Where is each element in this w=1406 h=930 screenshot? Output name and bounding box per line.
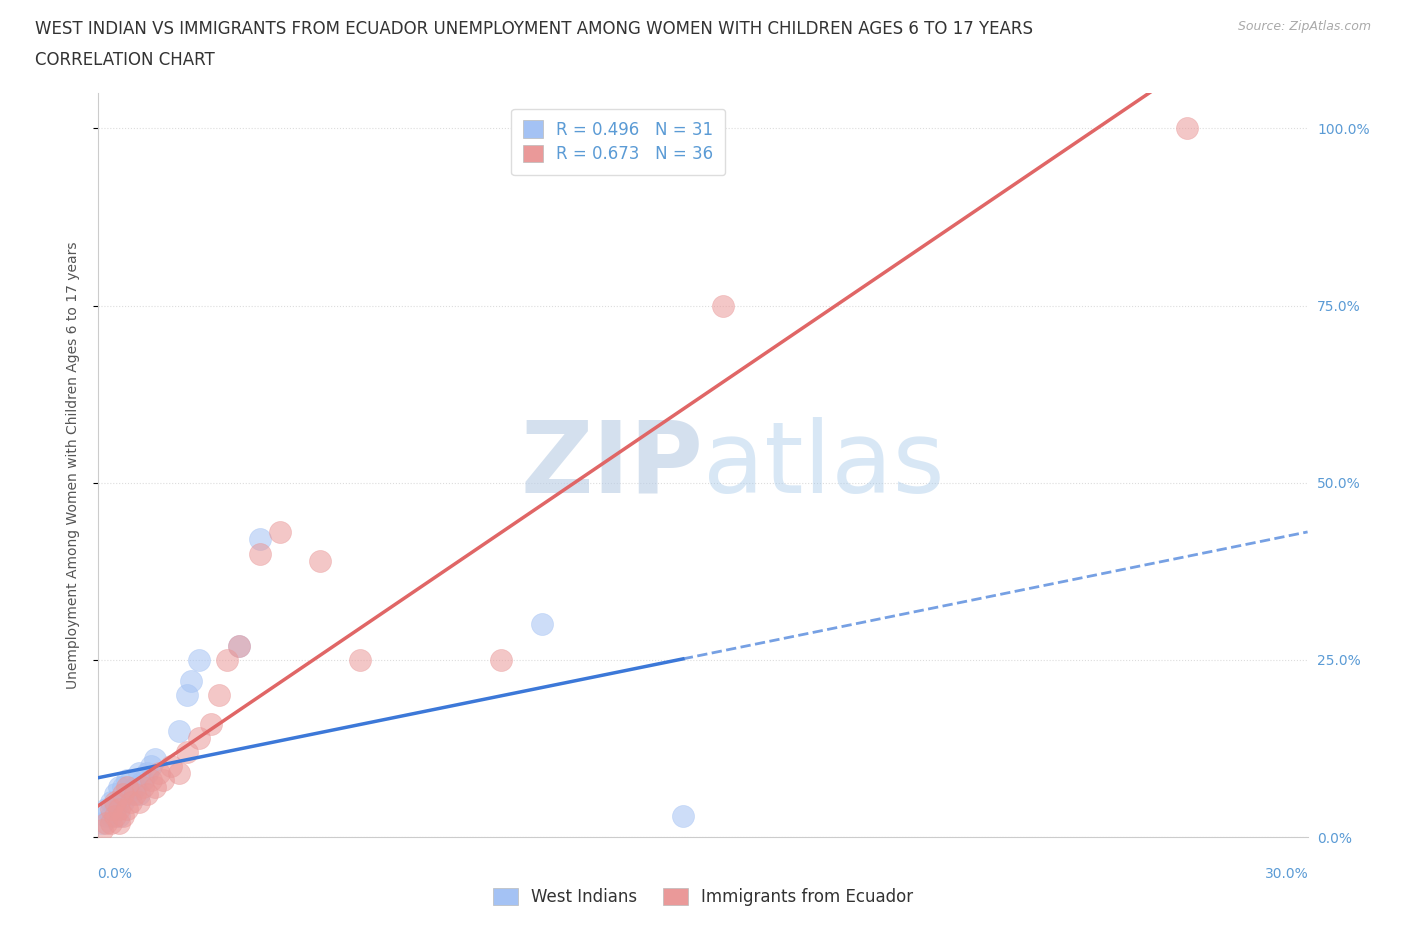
- Point: [249, 546, 271, 561]
- Point: [115, 773, 138, 788]
- Point: [128, 765, 150, 780]
- Point: [148, 765, 170, 780]
- Point: [91, 822, 114, 837]
- Point: [128, 794, 150, 809]
- Point: [160, 759, 183, 774]
- Point: [96, 808, 118, 823]
- Point: [103, 787, 125, 802]
- Point: [115, 780, 138, 795]
- Point: [349, 653, 371, 668]
- Text: WEST INDIAN VS IMMIGRANTS FROM ECUADOR UNEMPLOYMENT AMONG WOMEN WITH CHILDREN AG: WEST INDIAN VS IMMIGRANTS FROM ECUADOR U…: [35, 20, 1033, 38]
- Y-axis label: Unemployment Among Women with Children Ages 6 to 17 years: Unemployment Among Women with Children A…: [66, 241, 80, 689]
- Point: [111, 808, 134, 823]
- Text: CORRELATION CHART: CORRELATION CHART: [35, 51, 215, 69]
- Point: [107, 794, 129, 809]
- Point: [228, 638, 250, 653]
- Point: [208, 688, 231, 703]
- Point: [124, 780, 146, 795]
- Point: [249, 532, 271, 547]
- Point: [180, 673, 202, 688]
- Point: [309, 553, 332, 568]
- Point: [143, 751, 166, 766]
- Point: [91, 816, 114, 830]
- Point: [139, 773, 162, 788]
- Point: [111, 780, 134, 795]
- Point: [107, 816, 129, 830]
- Text: ZIP: ZIP: [520, 417, 703, 513]
- Point: [96, 816, 118, 830]
- Point: [132, 780, 155, 795]
- Text: 30.0%: 30.0%: [1265, 867, 1309, 881]
- Point: [200, 716, 222, 731]
- Point: [120, 794, 142, 809]
- Point: [167, 724, 190, 738]
- Point: [100, 816, 122, 830]
- Point: [100, 802, 122, 817]
- Point: [115, 802, 138, 817]
- Point: [135, 787, 157, 802]
- Point: [100, 794, 122, 809]
- Legend: West Indians, Immigrants from Ecuador: West Indians, Immigrants from Ecuador: [486, 881, 920, 912]
- Point: [152, 773, 174, 788]
- Point: [135, 765, 157, 780]
- Point: [176, 688, 198, 703]
- Point: [107, 802, 129, 817]
- Point: [530, 617, 553, 631]
- Point: [143, 780, 166, 795]
- Point: [167, 765, 190, 780]
- Point: [107, 808, 129, 823]
- Legend: R = 0.496   N = 31, R = 0.673   N = 36: R = 0.496 N = 31, R = 0.673 N = 36: [512, 109, 725, 175]
- Point: [120, 787, 142, 802]
- Point: [103, 808, 125, 823]
- Point: [107, 780, 129, 795]
- Text: 0.0%: 0.0%: [97, 867, 132, 881]
- Point: [188, 730, 211, 745]
- Point: [124, 787, 146, 802]
- Point: [672, 808, 695, 823]
- Point: [111, 787, 134, 802]
- Point: [217, 653, 239, 668]
- Point: [176, 745, 198, 760]
- Point: [228, 638, 250, 653]
- Point: [1175, 121, 1198, 136]
- Point: [96, 802, 118, 817]
- Point: [491, 653, 513, 668]
- Point: [711, 299, 734, 313]
- Point: [120, 773, 142, 788]
- Point: [115, 787, 138, 802]
- Point: [103, 794, 125, 809]
- Point: [188, 653, 211, 668]
- Point: [132, 773, 155, 788]
- Point: [139, 759, 162, 774]
- Point: [100, 808, 122, 823]
- Text: Source: ZipAtlas.com: Source: ZipAtlas.com: [1237, 20, 1371, 33]
- Text: atlas: atlas: [703, 417, 945, 513]
- Point: [128, 787, 150, 802]
- Point: [103, 802, 125, 817]
- Point: [269, 525, 291, 539]
- Point: [111, 794, 134, 809]
